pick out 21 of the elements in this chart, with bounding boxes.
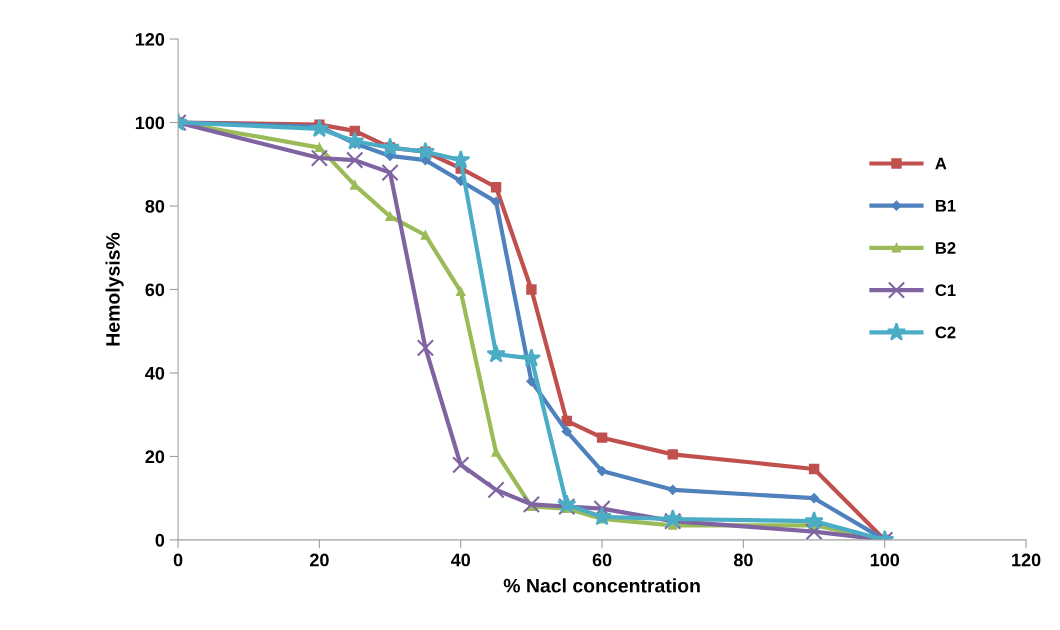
x-tick-label: 120 <box>1012 553 1041 567</box>
y-tick-label: 20 <box>145 450 165 464</box>
x-tick-label: 60 <box>592 553 612 567</box>
x-axis-title: % Nacl concentration <box>503 578 700 593</box>
y-tick-label: 0 <box>155 533 165 547</box>
legend-label: A <box>935 157 947 170</box>
legend-label: C1 <box>935 284 956 297</box>
y-tick-label: 100 <box>135 116 165 130</box>
x-tick-label: 80 <box>733 553 753 567</box>
x-tick-label: 20 <box>310 553 329 567</box>
x-tick-label: 0 <box>173 553 183 567</box>
y-tick-label: 60 <box>145 283 165 297</box>
y-tick-label: 80 <box>145 199 165 213</box>
legend-label: B2 <box>935 242 956 254</box>
y-axis-title: Hemolysis% <box>105 232 124 346</box>
y-tick-label: 120 <box>135 32 165 46</box>
legend-label: C2 <box>935 326 956 339</box>
legend-label: B1 <box>935 200 956 212</box>
y-tick-label: 40 <box>145 366 165 380</box>
x-tick-label: 40 <box>450 553 471 567</box>
x-tick-label: 100 <box>870 553 900 567</box>
